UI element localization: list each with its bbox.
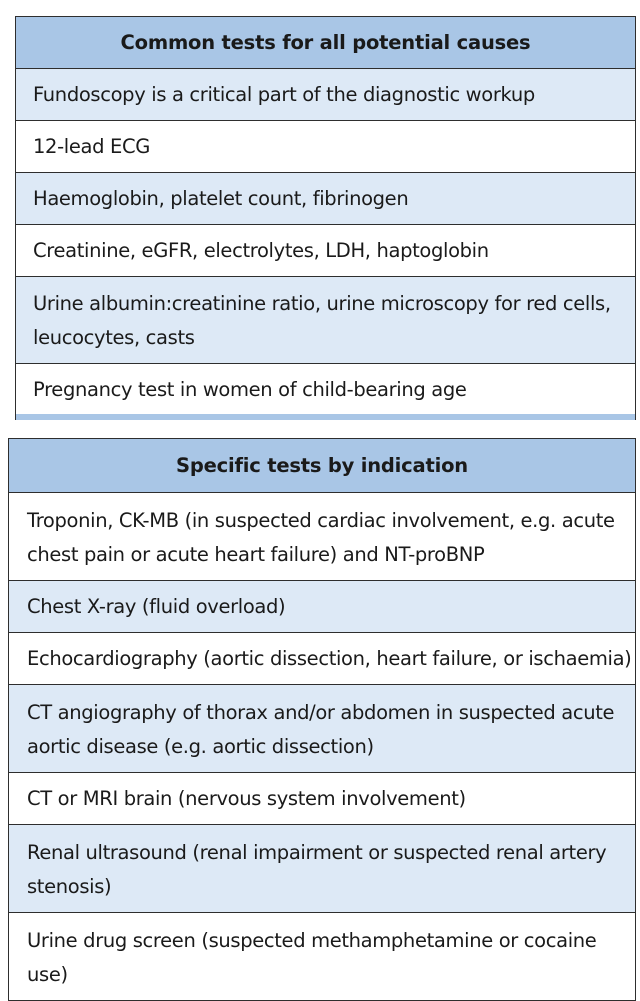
table-row: Urine albumin:creatinine ratio, urine mi… [15, 276, 636, 364]
table-cell: Echocardiography (aortic dissection, hea… [8, 632, 636, 685]
table-cell: CT or MRI brain (nervous system involvem… [8, 772, 636, 825]
table-header-row: Specific tests by indication [8, 438, 636, 493]
table-row: Troponin, CK-MB (in suspected cardiac in… [8, 492, 636, 581]
table-row: Chest X-ray (fluid overload) [8, 580, 636, 633]
table-cell: Pregnancy test in women of child-bearing… [15, 363, 636, 416]
table-cell: Urine drug screen (suspected methampheta… [8, 912, 636, 1001]
table-row: Echocardiography (aortic dissection, hea… [8, 632, 636, 685]
table-row: CT angiography of thorax and/or abdomen … [8, 684, 636, 773]
table-row: Fundoscopy is a critical part of the dia… [15, 68, 636, 121]
table-row: Creatinine, eGFR, electrolytes, LDH, hap… [15, 224, 636, 277]
common-tests-table: Common tests for all potential causes Fu… [15, 16, 636, 416]
table-cell: Creatinine, eGFR, electrolytes, LDH, hap… [15, 224, 636, 277]
table-row: 12-lead ECG [15, 120, 636, 173]
table-row: CT or MRI brain (nervous system involvem… [8, 772, 636, 825]
common-tests-header: Common tests for all potential causes [15, 16, 636, 69]
table-row: Renal ultrasound (renal impairment or su… [8, 824, 636, 913]
table-row: Urine drug screen (suspected methampheta… [8, 912, 636, 1001]
table-cell: Fundoscopy is a critical part of the dia… [15, 68, 636, 121]
table-cell: 12-lead ECG [15, 120, 636, 173]
table-bottom-strip [15, 414, 636, 420]
table-cell: Renal ultrasound (renal impairment or su… [8, 824, 636, 913]
table-cell: Urine albumin:creatinine ratio, urine mi… [15, 276, 636, 364]
table-cell: Haemoglobin, platelet count, fibrinogen [15, 172, 636, 225]
table-row: Haemoglobin, platelet count, fibrinogen [15, 172, 636, 225]
table-cell: Troponin, CK-MB (in suspected cardiac in… [8, 492, 636, 581]
table-cell: CT angiography of thorax and/or abdomen … [8, 684, 636, 773]
table-cell: Chest X-ray (fluid overload) [8, 580, 636, 633]
table-row: Pregnancy test in women of child-bearing… [15, 363, 636, 416]
table-header-row: Common tests for all potential causes [15, 16, 636, 69]
specific-tests-header: Specific tests by indication [8, 438, 636, 493]
specific-tests-table: Specific tests by indication Troponin, C… [8, 438, 636, 1001]
